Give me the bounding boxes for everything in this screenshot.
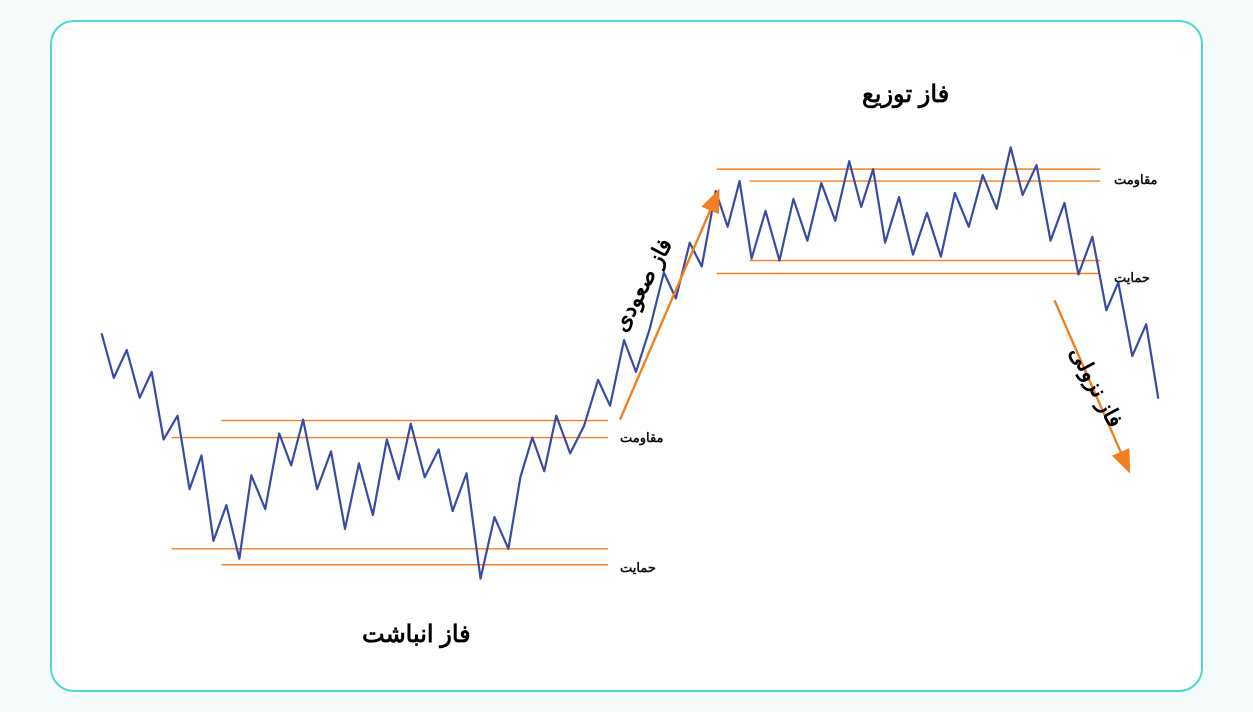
- label-dist-resistance: مقاومت: [1114, 172, 1158, 188]
- chart-frame: فاز انباشت فاز توزیع فاز صعودی فاز نزولی…: [50, 20, 1203, 692]
- label-acc-support: حمایت: [620, 560, 656, 576]
- title-distribution: فاز توزیع: [862, 80, 949, 109]
- title-accumulation: فاز انباشت: [362, 620, 471, 649]
- price-line: [102, 147, 1158, 578]
- label-acc-resistance: مقاومت: [620, 430, 664, 446]
- support-resistance-lines: [172, 169, 1101, 565]
- label-dist-support: حمایت: [1114, 270, 1150, 286]
- chart-svg: [52, 22, 1201, 690]
